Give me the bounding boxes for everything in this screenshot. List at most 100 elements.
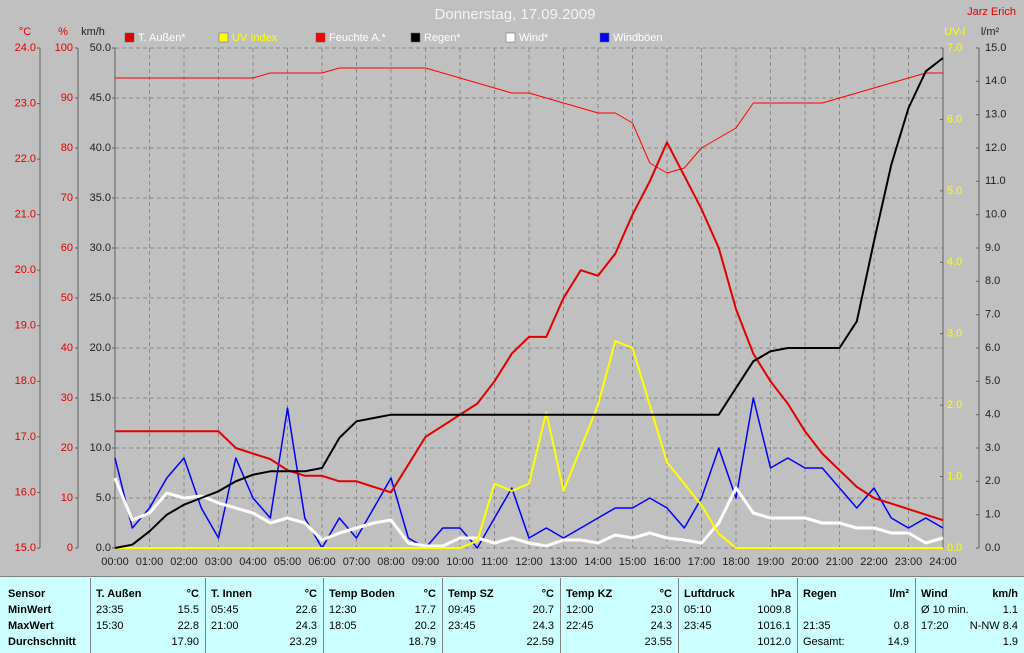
row-label: Durchschnitt (8, 636, 76, 648)
y-tick-label: 90 (61, 92, 73, 104)
y-tick-label: 15.0 (90, 392, 111, 404)
y-tick-label: 2.0 (947, 399, 962, 411)
y-tick-label: 35.0 (90, 192, 111, 204)
chart-title: Donnerstag, 17.09.2009 (435, 6, 596, 23)
cell-value: 1.1 (1003, 604, 1018, 616)
axis-title: °C (19, 26, 31, 38)
x-tick-label: 24:00 (929, 556, 957, 568)
cell-label: 17:20 (921, 620, 949, 632)
legend-swatch (218, 32, 229, 43)
cell-label: 18:05 (329, 620, 357, 632)
y-tick-label: 13.0 (985, 109, 1006, 121)
y-tick-label: 7.0 (947, 42, 962, 54)
column-unit: °C (424, 588, 436, 600)
series-line (115, 339, 943, 549)
cell-value: 1012.0 (757, 636, 791, 648)
cell-value: 1009.8 (757, 604, 791, 616)
x-tick-label: 04:00 (239, 556, 267, 568)
y-tick-label: 7.0 (985, 309, 1000, 321)
column-name: Temp SZ (448, 588, 494, 600)
axis-title: % (58, 26, 68, 38)
row-label: MaxWert (8, 620, 54, 632)
series-line (113, 477, 944, 548)
y-tick-label: 17.0 (15, 431, 36, 443)
x-tick-label: 03:00 (205, 556, 233, 568)
y-tick-label: 21.0 (15, 209, 36, 221)
cell-value: 23.55 (644, 636, 672, 648)
series-line (115, 67, 943, 174)
cell-value: 23.29 (289, 636, 317, 648)
x-tick-label: 21:00 (826, 556, 854, 568)
y-tick-label: 22.0 (15, 153, 36, 165)
y-tick-label: 5.0 (947, 185, 962, 197)
y-tick-label: 0.0 (947, 542, 962, 554)
legend-swatch (315, 32, 326, 43)
cell-label: Ø 10 min. (921, 604, 969, 616)
y-tick-label: 70 (61, 192, 73, 204)
x-tick-label: 01:00 (136, 556, 164, 568)
legend-label: Windböen (613, 32, 663, 44)
y-tick-label: 0 (67, 542, 73, 554)
x-tick-label: 12:00 (515, 556, 543, 568)
y-tick-label: 40 (61, 342, 73, 354)
cell-value: 0.8 (894, 620, 909, 632)
x-tick-label: 23:00 (895, 556, 923, 568)
x-tick-label: 16:00 (653, 556, 681, 568)
row-label: MinWert (8, 604, 52, 616)
column-name: Wind (921, 588, 948, 600)
legend-label: T. Außen* (138, 32, 186, 44)
cell-label: 09:45 (448, 604, 476, 616)
column-name: Regen (803, 588, 837, 600)
cell-value: 22.8 (178, 620, 199, 632)
legend-label: Feuchte A.* (329, 32, 387, 44)
axis-title: l/m² (981, 26, 1000, 38)
column-name: T. Innen (211, 588, 252, 600)
cell-label: 05:45 (211, 604, 239, 616)
x-tick-label: 14:00 (584, 556, 612, 568)
table-background (0, 576, 1024, 653)
x-tick-label: 07:00 (343, 556, 371, 568)
y-tick-label: 4.0 (985, 409, 1000, 421)
x-tick-label: 02:00 (170, 556, 198, 568)
x-tick-label: 09:00 (412, 556, 440, 568)
cell-value: 14.9 (888, 636, 909, 648)
x-tick-label: 10:00 (446, 556, 474, 568)
y-tick-label: 15.0 (15, 542, 36, 554)
series-line (114, 57, 944, 549)
cell-value: 24.3 (651, 620, 672, 632)
cell-value: 1.9 (1003, 636, 1018, 648)
y-tick-label: 5.0 (985, 375, 1000, 387)
cell-label: 05:10 (684, 604, 712, 616)
x-tick-label: 08:00 (377, 556, 405, 568)
author: Jarz Erich (967, 6, 1016, 18)
series-line (114, 397, 944, 549)
cell-label: 12:30 (329, 604, 357, 616)
y-tick-label: 25.0 (90, 292, 111, 304)
cell-value: 24.3 (533, 620, 554, 632)
cell-value: 24.3 (296, 620, 317, 632)
column-unit: hPa (771, 588, 792, 600)
y-tick-label: 2.0 (985, 475, 1000, 487)
stats-table: Sensor MinWert MaxWert Durchschnitt T. Außen… (8, 578, 1018, 653)
y-tick-label: 8.0 (985, 275, 1000, 287)
y-tick-label: 40.0 (90, 142, 111, 154)
column-unit: km/h (992, 588, 1018, 600)
y-tick-label: 100 (55, 42, 73, 54)
x-tick-label: 22:00 (860, 556, 888, 568)
column-name: Luftdruck (684, 588, 736, 600)
y-tick-label: 15.0 (985, 42, 1006, 54)
cell-label: 23:45 (448, 620, 476, 632)
y-tick-label: 30 (61, 392, 73, 404)
y-tick-label: 5.0 (96, 492, 111, 504)
legend-label: Regen* (424, 32, 461, 44)
column-name: Temp Boden (329, 588, 395, 600)
column-unit: °C (660, 588, 672, 600)
series-line (115, 141, 944, 522)
legend-label: Wind* (519, 32, 549, 44)
x-tick-label: 13:00 (550, 556, 578, 568)
y-tick-label: 10.0 (90, 442, 111, 454)
y-tick-label: 14.0 (985, 75, 1006, 87)
cell-value: N-NW 8.4 (970, 620, 1018, 632)
legend-label: UV Index (232, 32, 278, 44)
cell-label: 23:35 (96, 604, 124, 616)
